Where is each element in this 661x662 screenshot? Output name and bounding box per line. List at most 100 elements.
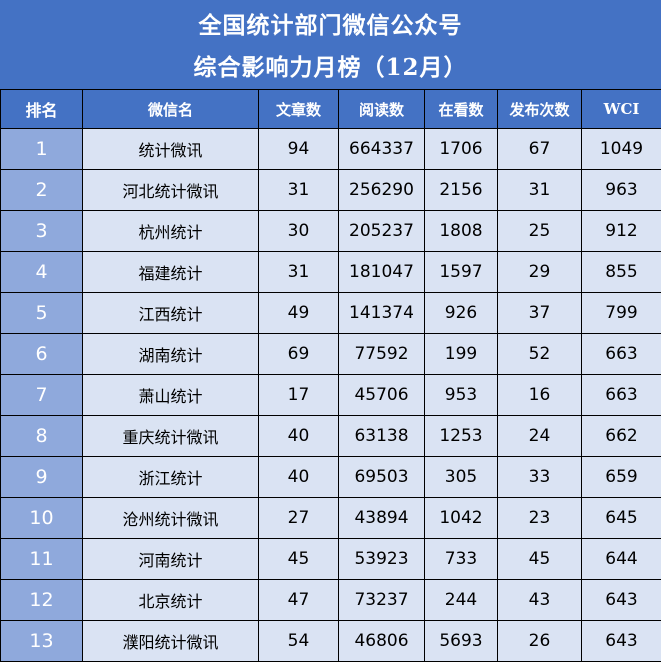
cell-name: 重庆统计微讯: [83, 416, 259, 457]
cell-articles: 40: [259, 416, 339, 457]
cell-posts: 43: [498, 580, 582, 621]
cell-wci: 799: [582, 293, 661, 334]
column-header-posts: 发布次数: [498, 90, 582, 129]
cell-reads: 53923: [339, 539, 425, 580]
cell-wci: 1049: [582, 129, 661, 170]
cell-posts: 45: [498, 539, 582, 580]
cell-rank: 12: [1, 580, 83, 621]
cell-likes: 199: [425, 334, 498, 375]
cell-articles: 31: [259, 170, 339, 211]
cell-posts: 52: [498, 334, 582, 375]
column-header-likes: 在看数: [425, 90, 498, 129]
cell-posts: 25: [498, 211, 582, 252]
cell-reads: 256290: [339, 170, 425, 211]
cell-likes: 2156: [425, 170, 498, 211]
cell-name: 杭州统计: [83, 211, 259, 252]
cell-rank: 4: [1, 252, 83, 293]
cell-reads: 43894: [339, 498, 425, 539]
column-header-wci: WCI: [582, 90, 661, 129]
cell-reads: 69503: [339, 457, 425, 498]
cell-name: 北京统计: [83, 580, 259, 621]
title-line-2: 综合影响力月榜（12月）: [0, 48, 661, 82]
cell-name: 河北统计微讯: [83, 170, 259, 211]
cell-posts: 33: [498, 457, 582, 498]
cell-likes: 244: [425, 580, 498, 621]
cell-likes: 1706: [425, 129, 498, 170]
cell-posts: 16: [498, 375, 582, 416]
title-line-1: 全国统计部门微信公众号: [0, 6, 661, 40]
cell-posts: 23: [498, 498, 582, 539]
title-band: 全国统计部门微信公众号 综合影响力月榜（12月）: [0, 0, 661, 89]
column-header-reads: 阅读数: [339, 90, 425, 129]
cell-articles: 94: [259, 129, 339, 170]
header-row: 排名 微信名 文章数 阅读数 在看数 发布次数 WCI: [1, 90, 661, 129]
cell-rank: 6: [1, 334, 83, 375]
cell-likes: 1253: [425, 416, 498, 457]
column-header-rank: 排名: [1, 90, 83, 129]
cell-wci: 644: [582, 539, 661, 580]
cell-name: 福建统计: [83, 252, 259, 293]
cell-articles: 45: [259, 539, 339, 580]
cell-posts: 67: [498, 129, 582, 170]
cell-posts: 24: [498, 416, 582, 457]
cell-reads: 45706: [339, 375, 425, 416]
cell-likes: 1597: [425, 252, 498, 293]
cell-wci: 643: [582, 580, 661, 621]
cell-wci: 663: [582, 375, 661, 416]
cell-reads: 77592: [339, 334, 425, 375]
cell-rank: 7: [1, 375, 83, 416]
cell-rank: 10: [1, 498, 83, 539]
cell-articles: 31: [259, 252, 339, 293]
cell-reads: 46806: [339, 621, 425, 662]
cell-articles: 17: [259, 375, 339, 416]
cell-reads: 205237: [339, 211, 425, 252]
cell-likes: 733: [425, 539, 498, 580]
cell-name: 浙江统计: [83, 457, 259, 498]
cell-articles: 40: [259, 457, 339, 498]
cell-rank: 11: [1, 539, 83, 580]
cell-posts: 29: [498, 252, 582, 293]
cell-name: 江西统计: [83, 293, 259, 334]
cell-wci: 663: [582, 334, 661, 375]
cell-name: 沧州统计微讯: [83, 498, 259, 539]
cell-wci: 662: [582, 416, 661, 457]
cell-rank: 5: [1, 293, 83, 334]
cell-articles: 69: [259, 334, 339, 375]
cell-name: 萧山统计: [83, 375, 259, 416]
cell-wci: 643: [582, 621, 661, 662]
cell-reads: 181047: [339, 252, 425, 293]
cell-likes: 953: [425, 375, 498, 416]
cell-likes: 305: [425, 457, 498, 498]
cell-wci: 645: [582, 498, 661, 539]
cell-wci: 963: [582, 170, 661, 211]
cell-articles: 47: [259, 580, 339, 621]
column-header-articles: 文章数: [259, 90, 339, 129]
cell-articles: 49: [259, 293, 339, 334]
cell-rank: 9: [1, 457, 83, 498]
cell-posts: 26: [498, 621, 582, 662]
cell-posts: 31: [498, 170, 582, 211]
cell-articles: 30: [259, 211, 339, 252]
cell-likes: 1042: [425, 498, 498, 539]
cell-articles: 54: [259, 621, 339, 662]
cell-name: 濮阳统计微讯: [83, 621, 259, 662]
cell-reads: 141374: [339, 293, 425, 334]
cell-wci: 855: [582, 252, 661, 293]
cell-likes: 5693: [425, 621, 498, 662]
cell-reads: 73237: [339, 580, 425, 621]
cell-name: 统计微讯: [83, 129, 259, 170]
